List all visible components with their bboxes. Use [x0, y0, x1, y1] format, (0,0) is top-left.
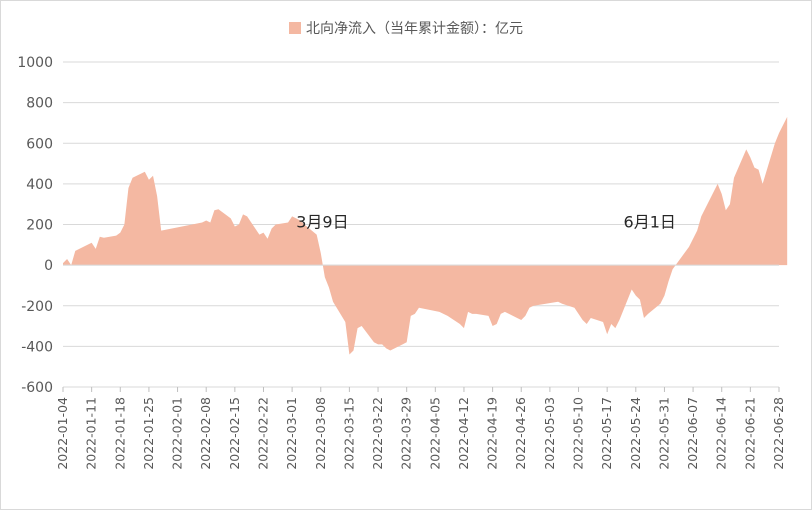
- x-tick-label: 2022-02-15: [227, 397, 242, 470]
- y-tick-label: -600: [21, 380, 53, 396]
- x-tick-label: 2022-03-15: [341, 397, 356, 470]
- x-tick-label: 2022-02-22: [255, 397, 270, 470]
- y-tick-label: 1000: [17, 55, 53, 71]
- y-axis-labels: 1000 800 600 400 200 0 -200 -400 -600: [17, 55, 53, 396]
- annotation-label: 3月9日: [296, 213, 348, 232]
- y-tick-label: 800: [26, 96, 53, 112]
- x-tick-label: 2022-02-08: [198, 397, 213, 470]
- x-tick-label: 2022-05-03: [542, 397, 557, 470]
- y-tick-label: -200: [21, 299, 53, 315]
- y-tick-label: 600: [26, 136, 53, 152]
- x-tick-label: 2022-05-10: [571, 397, 586, 470]
- x-tick-label: 2022-04-19: [485, 397, 500, 470]
- x-tick-label: 2022-06-07: [685, 397, 700, 470]
- x-tick-label: 2022-04-05: [427, 397, 442, 470]
- series-area-northbound-flow: [63, 117, 787, 355]
- x-tick-label: 2022-06-28: [771, 397, 786, 470]
- x-tick-label: 2022-04-26: [513, 397, 528, 470]
- x-tick-label: 2022-06-21: [742, 397, 757, 470]
- x-tick-label: 2022-05-17: [599, 397, 614, 470]
- x-tick-label: 2022-06-14: [714, 397, 729, 470]
- x-tick-label: 2022-03-08: [313, 397, 328, 470]
- x-tick-label: 2022-03-29: [399, 397, 414, 470]
- y-tick-label: 0: [44, 258, 53, 274]
- x-tick-label: 2022-01-18: [112, 397, 127, 470]
- x-tick-label: 2022-05-31: [656, 397, 671, 470]
- y-tick-label: 200: [26, 218, 53, 234]
- y-tick-label: -400: [21, 339, 53, 355]
- y-tick-label: 400: [26, 177, 53, 193]
- x-tick-label: 2022-01-11: [84, 397, 99, 470]
- x-tick-label: 2022-03-22: [370, 397, 385, 470]
- x-tick-label: 2022-01-25: [141, 397, 156, 470]
- x-tick-label: 2022-03-01: [284, 397, 299, 470]
- x-tick-label: 2022-04-12: [456, 397, 471, 470]
- x-tick-label: 2022-01-04: [55, 397, 70, 470]
- x-tick-label: 2022-02-01: [170, 397, 185, 470]
- x-axis-labels: 2022-01-04 2022-01-11 2022-01-18 2022-01-25…: [55, 387, 786, 470]
- x-tick-label: 2022-05-24: [628, 397, 643, 470]
- annotation-label: 6月1日: [624, 213, 676, 232]
